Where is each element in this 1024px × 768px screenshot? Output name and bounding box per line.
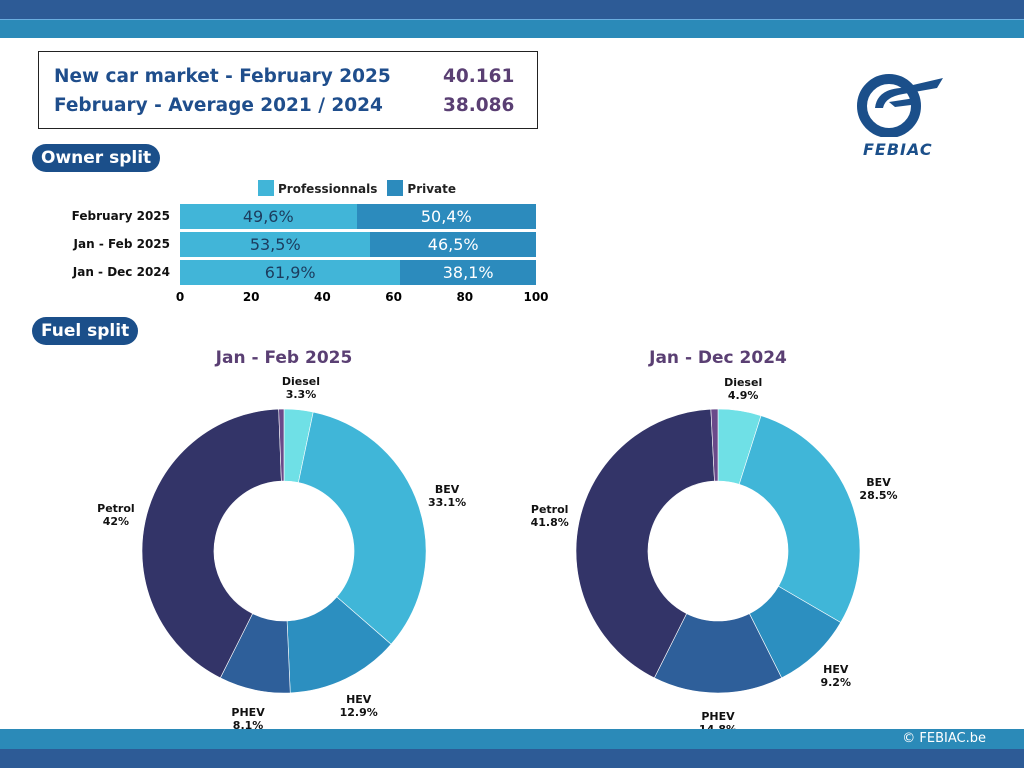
slice-name: Petrol	[97, 501, 135, 515]
donut-label: HEV 12.9%	[340, 693, 378, 719]
kpi-value: 40.161	[443, 66, 515, 87]
donut-slice-bev	[738, 415, 861, 623]
x-tick-label: 60	[385, 290, 402, 304]
owner-legend: Professionnals Private	[258, 180, 456, 196]
slice-value: 42%	[102, 514, 130, 528]
legend-swatch	[387, 180, 404, 196]
donut-label: Petrol 42%	[97, 502, 135, 528]
slice-value: 4.9%	[727, 388, 759, 402]
header-band-light	[0, 19, 1024, 38]
bar-segment-private: 38,1%	[400, 260, 536, 285]
legend-label: Professionnals	[278, 182, 378, 196]
kpi-label: February - Average 2021 / 2024	[54, 95, 383, 116]
legend-item: Professionnals	[258, 180, 377, 196]
section-owner-split: Owner split	[32, 144, 161, 172]
bar-data-label: 50,4%	[420, 207, 472, 226]
donut-label: Petrol 41.8%	[531, 503, 569, 529]
donut-slice-other	[710, 408, 719, 482]
donut-slice-other	[278, 408, 285, 482]
slice-name: HEV	[346, 692, 372, 706]
bar-segment-private: 50,4%	[356, 204, 536, 229]
donut-label: BEV 33.1%	[428, 483, 466, 509]
donut-title: Jan - Dec 2024	[649, 348, 787, 368]
bar-segment-professionals: 53,5%	[180, 232, 371, 257]
febiac-logo-icon	[857, 74, 943, 138]
donut-label: Diesel 3.3%	[282, 375, 320, 401]
stacked-bar: 53,5% 46,5%	[180, 232, 536, 257]
bar-data-label: 53,5%	[249, 235, 301, 254]
slice-name: PHEV	[231, 706, 265, 720]
slice-value: 8.1%	[232, 719, 264, 733]
bar-data-label: 46,5%	[427, 235, 479, 254]
copyright: © FEBIAC.be	[902, 731, 986, 746]
donut-label: HEV 9.2%	[820, 663, 851, 689]
x-tick-label: 20	[242, 290, 260, 304]
slice-name: Diesel	[724, 375, 763, 389]
footer-band-light	[0, 729, 1024, 749]
bar-segment-professionals: 49,6%	[180, 204, 357, 229]
header-band-dark	[0, 0, 1024, 19]
legend-swatch	[258, 180, 274, 196]
kpi-label: New car market - February 2025	[54, 66, 391, 87]
legend-item: Private	[387, 180, 456, 196]
x-tick-label: 0	[175, 290, 185, 304]
x-tick-label: 100	[523, 290, 549, 304]
x-tick-label: 80	[456, 290, 474, 304]
bar-data-label: 49,6%	[242, 207, 294, 226]
slice-value: 12.9%	[339, 705, 378, 719]
footer-band-dark	[0, 749, 1024, 768]
x-tick-label: 40	[314, 290, 331, 304]
donut-label: BEV 28.5%	[859, 476, 897, 502]
stacked-bar: 61,9% 38,1%	[180, 260, 536, 285]
bar-segment-professionals: 61,9%	[180, 260, 401, 285]
slice-value: 9.2%	[820, 676, 851, 690]
donut-slice-bev	[298, 411, 427, 645]
bar-segment-private: 46,5%	[370, 232, 536, 257]
stacked-bar: 49,6% 50,4%	[180, 204, 536, 229]
slice-name: Diesel	[281, 374, 321, 388]
donut-slice-petrol	[575, 408, 715, 679]
slice-value: 3.3%	[285, 387, 317, 401]
slice-name: PHEV	[701, 710, 735, 723]
slice-value: 33.1%	[427, 496, 467, 510]
slice-name: BEV	[434, 483, 460, 497]
slice-value: 41.8%	[530, 515, 569, 529]
legend-label: Private	[407, 182, 457, 196]
slice-name: Petrol	[530, 502, 569, 516]
bar-category-label: Jan - Dec 2024	[72, 265, 170, 279]
donut-title: Jan - Feb 2025	[215, 348, 353, 368]
donut-label: Diesel 4.9%	[724, 376, 762, 402]
bar-category-label: February 2025	[71, 209, 170, 223]
slice-value: 28.5%	[859, 489, 898, 503]
donut-slice-petrol	[141, 408, 282, 679]
slice-name: BEV	[866, 476, 891, 490]
febiac-logo: FEBIAC	[855, 72, 950, 164]
bar-data-label: 61,9%	[264, 263, 316, 282]
section-fuel-split: Fuel split	[32, 317, 139, 345]
kpi-value: 38.086	[443, 95, 515, 116]
bar-category-label: Jan - Feb 2025	[73, 237, 170, 251]
kpi-box: New car market - February 2025 40.161 Feb…	[38, 51, 538, 129]
bar-data-label: 38,1%	[442, 263, 494, 282]
donut-label: PHEV 8.1%	[231, 706, 264, 732]
logo-text: FEBIAC	[863, 140, 933, 159]
slice-name: HEV	[823, 663, 849, 677]
